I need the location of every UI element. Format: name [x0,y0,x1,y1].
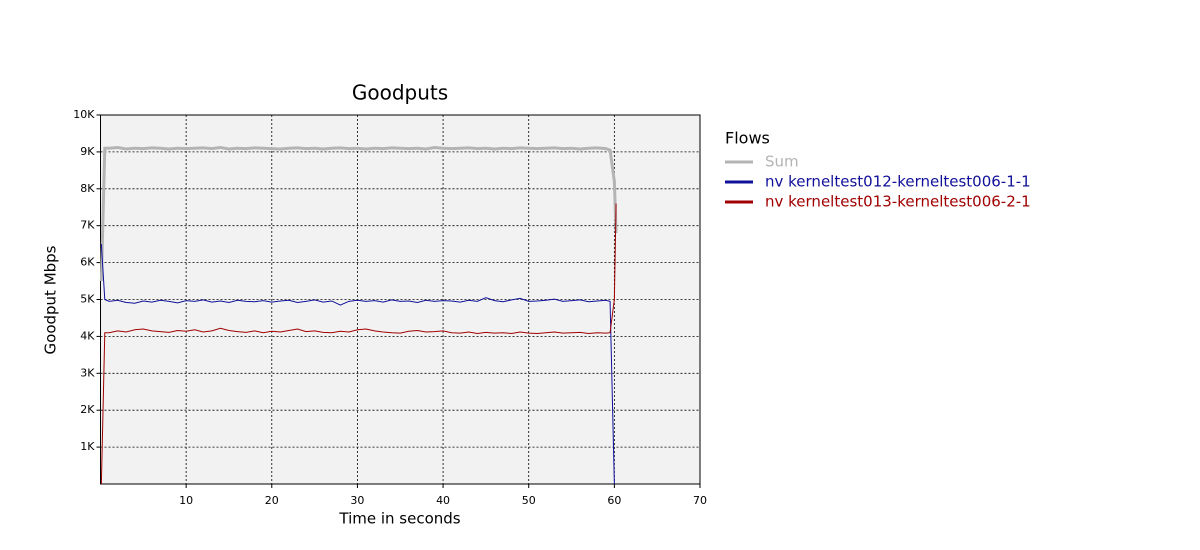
legend-label: Sum [765,153,799,171]
series-line [100,203,617,485]
legend-label: nv kerneltest013-kerneltest006-2-1 [765,193,1031,211]
x-tick-label: 40 [436,494,450,507]
y-tick-label: 7K [80,219,95,232]
y-tick-label: 6K [80,256,95,269]
x-tick-label: 60 [607,494,621,507]
legend-title: Flows [725,129,770,148]
y-tick-label: 5K [80,293,95,306]
x-tick-label: 70 [693,494,707,507]
x-axis-label: Time in seconds [338,510,460,528]
x-tick-label: 20 [265,494,279,507]
y-tick-label: 9K [80,145,95,158]
y-tick-label: 1K [80,440,95,453]
y-tick-label: 2K [80,403,95,416]
x-tick-label: 50 [522,494,536,507]
y-tick-label: 4K [80,329,95,342]
y-tick-label: 10K [73,108,95,121]
y-tick-label: 8K [80,182,95,195]
chart-title: Goodputs [352,81,448,105]
plot-area [100,114,701,485]
x-tick-label: 10 [179,494,193,507]
y-tick-label: 3K [80,366,95,379]
series-line [100,244,615,485]
y-axis-label: Goodput Mbps [42,245,60,354]
legend-label: nv kerneltest012-kerneltest006-1-1 [765,173,1031,191]
series-line [99,145,618,282]
x-tick-label: 30 [350,494,364,507]
